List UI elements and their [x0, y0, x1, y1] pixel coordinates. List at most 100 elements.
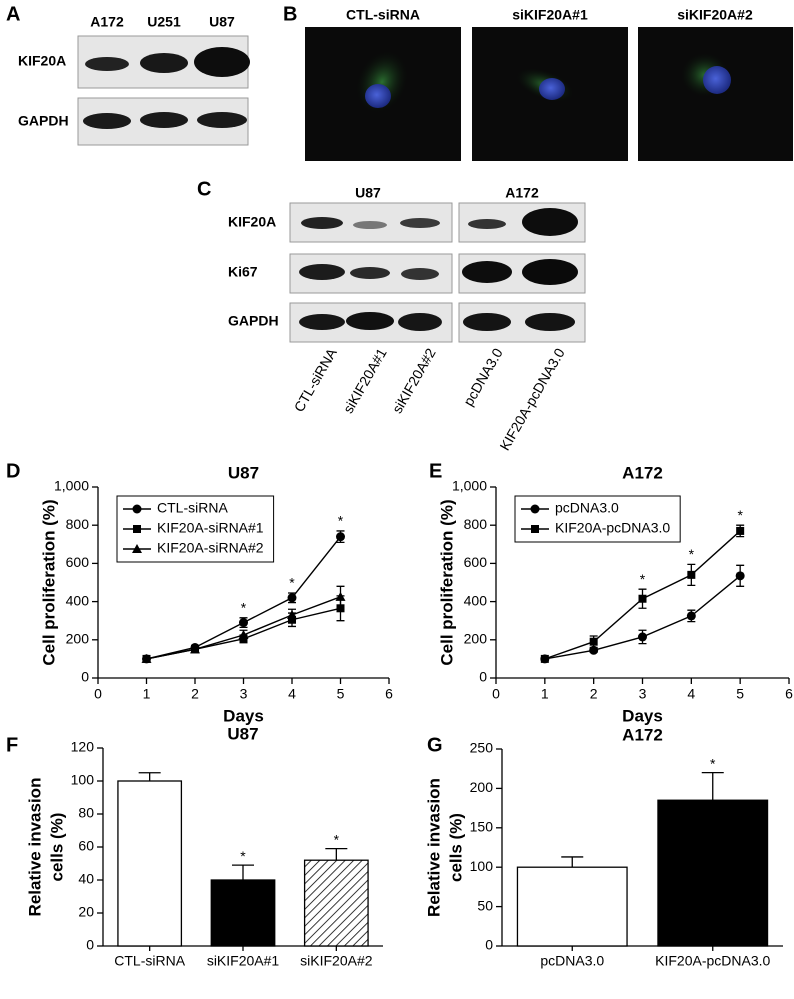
data-point [239, 618, 248, 628]
bar [117, 780, 183, 947]
annotation: * [334, 831, 340, 847]
series-line [544, 575, 741, 660]
x-tick-label: KIF20A-pcDNA3.0 [655, 953, 770, 969]
panel-letter: C [197, 178, 211, 200]
panel-letter: F [6, 734, 18, 756]
error-bar [701, 771, 724, 801]
y-tick-label: 100 [470, 858, 494, 874]
legend-box [514, 495, 681, 543]
y-tick-label: 0 [86, 937, 94, 953]
lane-label: siKIF20A#1 [340, 345, 390, 416]
annotation: * [640, 571, 646, 587]
y-tick-label: 200 [470, 779, 494, 795]
data-point [238, 630, 249, 640]
bar [210, 879, 276, 947]
data-point [287, 609, 297, 619]
x-tick-label: siKIF20A#2 [300, 953, 373, 969]
bar [303, 859, 369, 947]
lane-label: A172 [90, 14, 124, 30]
y-tick-label: 150 [470, 819, 494, 835]
x-tick-label: pcDNA3.0 [540, 953, 604, 969]
y-tick-label: 0 [81, 669, 89, 685]
panel-letter: D [6, 460, 20, 482]
x-tick-label: 5 [736, 686, 744, 702]
chart-title: A172 [622, 463, 663, 482]
image-label: CTL-siRNA [346, 7, 420, 23]
data-point [686, 611, 696, 621]
data-point [735, 571, 745, 581]
y-tick-label: 120 [71, 739, 95, 755]
legend-label: CTL-siRNA [157, 500, 228, 516]
x-tick-label: 3 [240, 686, 248, 702]
legend-marker [133, 525, 141, 533]
y-axis-label: Cell proliferation (%) [437, 499, 456, 665]
group-label: U87 [355, 185, 381, 201]
y-tick-label: 1,000 [452, 478, 487, 494]
x-axis-label: Days [223, 706, 264, 725]
legend-marker [132, 544, 142, 553]
data-point [287, 593, 297, 603]
y-tick-label: 600 [66, 554, 90, 570]
y-axis-label: Relative invasion [25, 778, 44, 917]
data-point [589, 637, 598, 646]
y-tick-label: 250 [470, 740, 494, 756]
annotation: * [710, 755, 716, 771]
error-bar [138, 772, 161, 781]
y-axis-label: cells (%) [47, 813, 66, 882]
legend-marker [132, 504, 142, 514]
annotation: * [689, 546, 695, 562]
x-tick-label: 0 [492, 686, 500, 702]
legend-marker [531, 525, 539, 533]
data-point [336, 604, 345, 613]
y-tick-label: 400 [464, 592, 488, 608]
micrograph [305, 27, 793, 161]
legend-label: KIF20A-pcDNA3.0 [555, 520, 670, 536]
x-tick-label: 5 [337, 686, 345, 702]
annotation: * [240, 848, 246, 864]
legend-marker [530, 504, 540, 514]
y-axis-label: cells (%) [446, 813, 465, 882]
y-tick-label: 400 [66, 592, 90, 608]
panel-letter: E [429, 460, 442, 482]
y-tick-label: 0 [479, 669, 487, 685]
lane-label: pcDNA3.0 [460, 345, 506, 408]
data-point [540, 654, 549, 663]
row-label: GAPDH [18, 113, 69, 129]
y-tick-label: 50 [477, 897, 493, 913]
panel-letter: A [6, 3, 20, 25]
y-tick-label: 200 [66, 631, 90, 647]
data-point [336, 532, 345, 542]
y-tick-label: 200 [464, 631, 488, 647]
lane-label: siKIF20A#2 [389, 345, 439, 416]
group-label: A172 [505, 185, 539, 201]
chart-title: U87 [227, 724, 258, 743]
panel-letter: B [283, 3, 297, 25]
row-label: KIF20A [228, 214, 276, 230]
x-tick-label: 2 [590, 686, 598, 702]
row-label: Ki67 [228, 264, 258, 280]
data-point [335, 591, 346, 601]
image-label: siKIF20A#2 [677, 7, 753, 23]
y-tick-label: 20 [78, 904, 94, 920]
data-point [687, 570, 696, 579]
x-tick-label: 6 [385, 686, 393, 702]
data-point [190, 644, 200, 654]
x-tick-label: siKIF20A#1 [207, 953, 280, 969]
x-tick-label: 2 [191, 686, 199, 702]
chart-title: A172 [622, 725, 663, 744]
y-tick-label: 0 [485, 937, 493, 953]
y-axis-label: Relative invasion [424, 778, 443, 917]
annotation: * [737, 507, 743, 523]
y-tick-label: 60 [78, 838, 94, 854]
y-tick-label: 80 [78, 805, 94, 821]
x-tick-label: 0 [94, 686, 102, 702]
y-tick-label: 1,000 [54, 478, 89, 494]
x-tick-label: 4 [288, 686, 296, 702]
image-label: siKIF20A#1 [512, 7, 588, 23]
bar [657, 799, 769, 947]
error-bar [325, 848, 348, 861]
x-tick-label: 6 [785, 686, 793, 702]
data-point [141, 653, 152, 663]
annotation: * [289, 575, 295, 591]
